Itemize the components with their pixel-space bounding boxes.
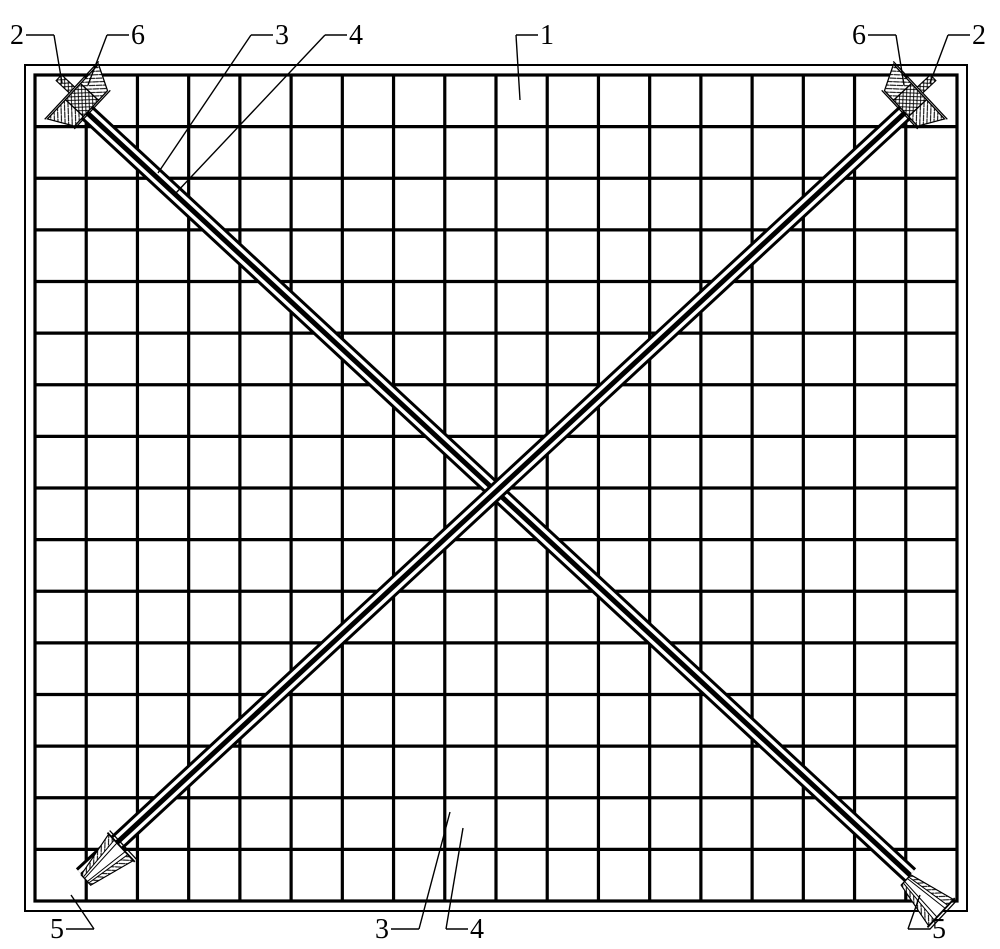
callout-number: 6 (131, 20, 145, 51)
callout-number: 1 (540, 20, 554, 51)
callout-number: 5 (50, 914, 64, 945)
callout-number: 3 (275, 20, 289, 51)
callout-number: 2 (972, 20, 986, 51)
callout-number: 4 (470, 914, 484, 945)
callout-number: 3 (375, 914, 389, 945)
technical-diagram: 2 6 3 4 1 6 2 5 3 4 5 (0, 0, 1000, 949)
callout-number: 2 (10, 20, 24, 51)
callout-number: 6 (852, 20, 866, 51)
callout-number: 4 (349, 20, 363, 51)
callout-number: 5 (932, 914, 946, 945)
